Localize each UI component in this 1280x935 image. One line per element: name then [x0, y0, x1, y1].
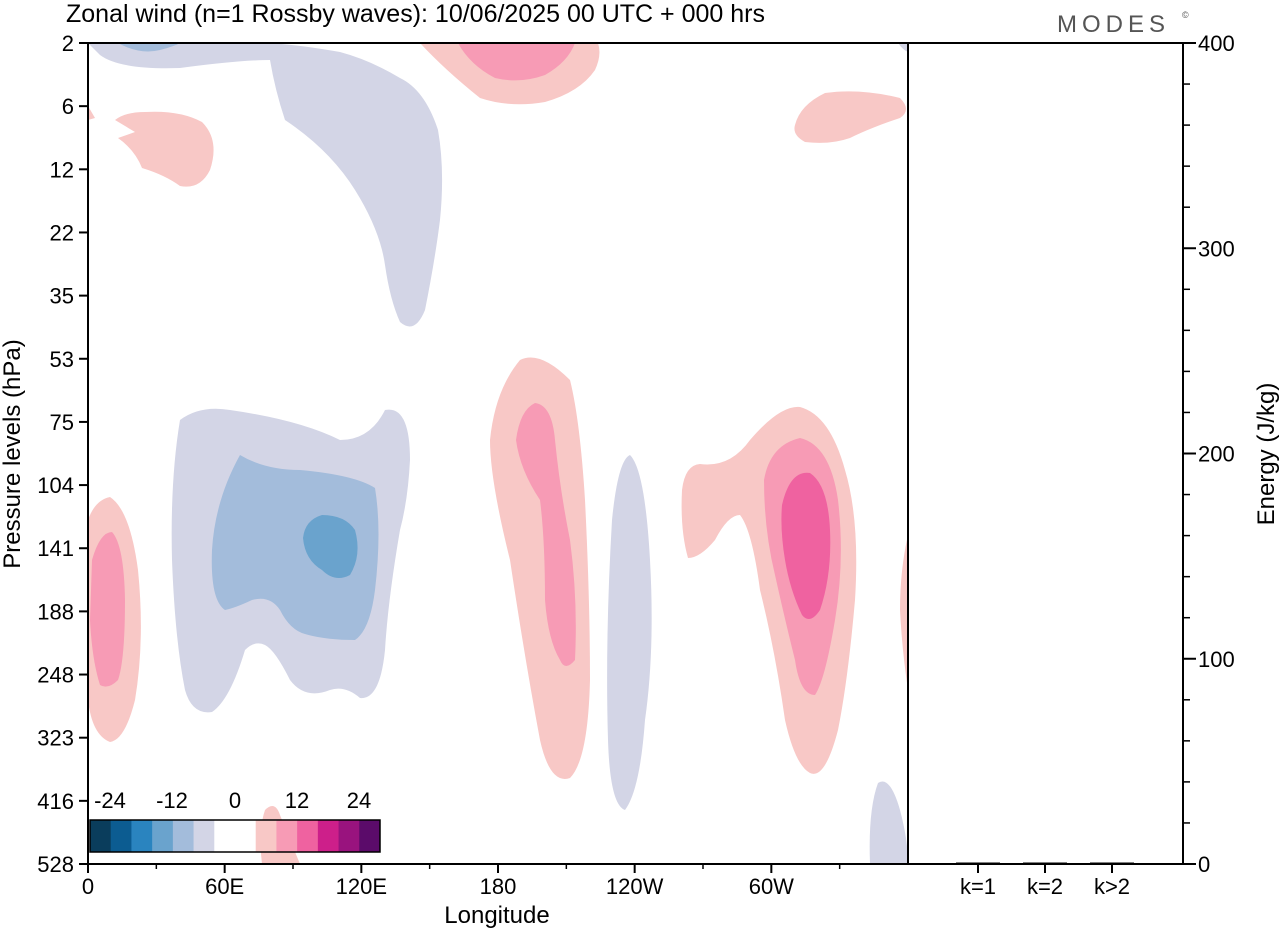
x-tick-label: 0: [82, 874, 94, 899]
x-tick-label: 60E: [205, 874, 244, 899]
neg-region-top-right: [898, 43, 908, 52]
y-tick-label: 35: [50, 284, 74, 309]
contour-field: [88, 43, 908, 864]
x-tick-label: 60W: [749, 874, 794, 899]
colorbar-swatch: [235, 820, 257, 852]
y-tick-label: 416: [37, 789, 74, 814]
colorbar-label-2: 0: [229, 788, 241, 813]
energy-bar: [956, 862, 1000, 864]
y-tick-label: 141: [37, 536, 74, 561]
modes-logo-mark: ©: [1182, 10, 1189, 20]
y-tick-label: 6: [62, 94, 74, 119]
colorbar-swatch: [214, 820, 236, 852]
pos-region-left-column-core: [90, 532, 125, 687]
colorbar-swatch: [317, 820, 340, 852]
energy-bar-label: k=1: [960, 874, 996, 899]
y-tick-label: 104: [37, 473, 74, 498]
colorbar-label-3: 12: [285, 788, 309, 813]
energy-tick-label: 400: [1198, 31, 1235, 56]
y-tick-label: 323: [37, 726, 74, 751]
colorbar-swatches: [90, 820, 381, 852]
energy-bars: k=1 k=2 k>2: [956, 862, 1134, 899]
y-tick-label: 528: [37, 852, 74, 877]
colorbar-swatch: [172, 820, 195, 852]
pos-region-upper-left: [115, 111, 214, 187]
colorbar-swatch: [276, 820, 298, 852]
neg-region-pacific: [607, 455, 652, 810]
colorbar-frame: [89, 819, 381, 853]
energy-bar-label: k=2: [1027, 874, 1063, 899]
energy-axis-label: Energy (J/kg): [1253, 383, 1280, 526]
y-axis-label: Pressure levels (hPa): [0, 339, 26, 568]
neg-region-core: [303, 515, 358, 579]
colorbar-swatch: [90, 820, 112, 852]
colorbar-swatch: [255, 820, 277, 852]
x-axis-label: Longitude: [444, 902, 549, 929]
x-tick-label: 120E: [336, 874, 387, 899]
y-tick-label: 12: [50, 157, 74, 182]
colorbar-swatch: [338, 820, 360, 852]
colorbar-swatch: [359, 820, 381, 852]
energy-bar: [1090, 862, 1134, 864]
colorbar-label-1: -12: [156, 788, 188, 813]
pos-region-dateline-core: [516, 403, 576, 666]
pos-region-dateline: [490, 357, 590, 779]
colorbar-label-4: 24: [347, 788, 371, 813]
x-axis: 0 60E 120E 180 120W 60W: [82, 864, 841, 899]
energy-tick-label: 100: [1198, 647, 1235, 672]
colorbar-swatch: [110, 820, 132, 852]
energy-bar: [1023, 862, 1067, 864]
pos-region-east-core: [781, 472, 831, 619]
y-tick-label: 2: [62, 31, 74, 56]
y-tick-label: 53: [50, 347, 74, 372]
colorbar-label-0: -24: [94, 788, 126, 813]
colorbar-swatch: [152, 820, 174, 852]
neg-region-upper: [88, 43, 443, 327]
x-tick-label: 180: [480, 874, 517, 899]
energy-tick-label: 200: [1198, 442, 1235, 467]
pos-region-right-edge: [900, 535, 908, 690]
neg-region-mid: [211, 455, 379, 640]
pos-region-edge-left: [88, 106, 95, 120]
y-tick-label: 75: [50, 410, 74, 435]
energy-bar-label: k>2: [1094, 874, 1130, 899]
y-tick-label: 188: [37, 599, 74, 624]
energy-tick-label: 300: [1198, 236, 1235, 261]
energy-tick-label: 0: [1198, 852, 1210, 877]
modes-logo: MODES: [1057, 11, 1170, 38]
x-tick-label: 120W: [606, 874, 664, 899]
energy-axis-ticks: 0 100 200 300 400: [1183, 31, 1235, 877]
pos-region-upper-mid-core: [458, 43, 575, 81]
y-axis: 2 6 12 22 35 53 75 104 141 188 248 323 416 528: [37, 31, 88, 877]
chart-title: Zonal wind (n=1 Rossby waves): 10/06/202…: [66, 0, 765, 28]
colorbar-swatch: [297, 820, 319, 852]
pos-region-upper-right: [794, 91, 906, 143]
neg-region-bottom-right: [869, 781, 908, 864]
colorbar-swatch: [193, 820, 215, 852]
y-tick-label: 248: [37, 663, 74, 688]
colorbar-swatch: [131, 820, 153, 852]
y-tick-label: 22: [50, 220, 74, 245]
neg-region-upper-core: [118, 43, 180, 52]
colorbar: -24 -12 0 12 24: [89, 788, 381, 853]
